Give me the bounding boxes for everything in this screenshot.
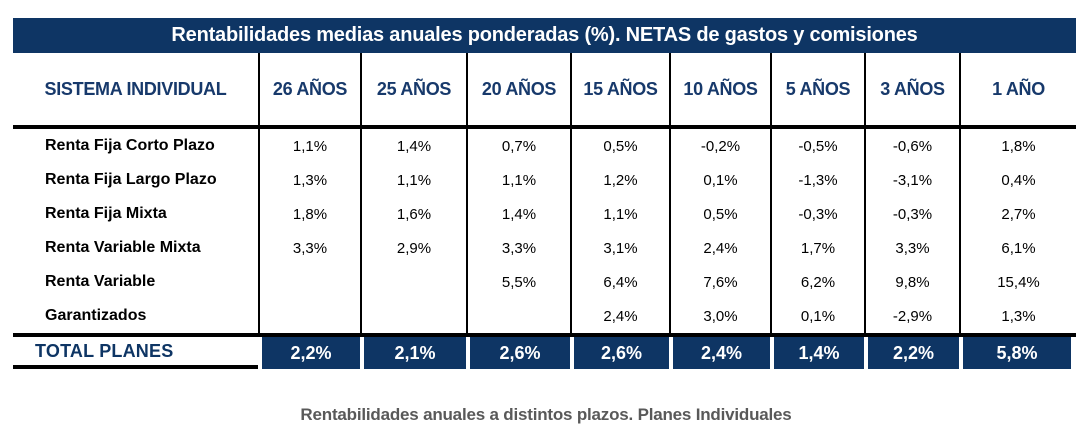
total-value: 2,1% — [360, 337, 466, 369]
cell-value: 2,7% — [959, 197, 1076, 231]
table-row: Garantizados 2,4% 3,0% 0,1% -2,9% 1,3% — [13, 299, 1076, 333]
col-header-25-anos: 25 AÑOS — [360, 53, 466, 125]
cell-value: 1,6% — [360, 197, 466, 231]
table-caption: Rentabilidades anuales a distintos plazo… — [300, 405, 792, 424]
cell-value: 2,9% — [360, 231, 466, 265]
total-value: 5,8% — [959, 337, 1076, 369]
cell-value: 3,1% — [570, 231, 669, 265]
cell-value: 3,3% — [258, 231, 360, 265]
cell-value: 3,3% — [466, 231, 570, 265]
total-separator-line — [13, 333, 1076, 337]
table-title: Rentabilidades medias anuales ponderadas… — [13, 18, 1076, 53]
table-row: Renta Fija Mixta 1,8% 1,6% 1,4% 1,1% 0,5… — [13, 197, 1076, 231]
table-row: Renta Variable 5,5% 6,4% 7,6% 6,2% 9,8% … — [13, 265, 1076, 299]
col-header-5-anos: 5 AÑOS — [770, 53, 864, 125]
table-row: Renta Fija Corto Plazo 1,1% 1,4% 0,7% 0,… — [13, 129, 1076, 163]
cell-value: 1,1% — [570, 197, 669, 231]
cell-value: 0,1% — [770, 299, 864, 333]
total-value: 2,2% — [258, 337, 360, 369]
row-label: Renta Variable Mixta — [45, 239, 201, 256]
row-label: Renta Variable — [45, 273, 156, 290]
table-row: Renta Variable Mixta 3,3% 2,9% 3,3% 3,1%… — [13, 231, 1076, 265]
row-label: Renta Fija Corto Plazo — [45, 137, 215, 154]
total-value: 1,4% — [770, 337, 864, 369]
total-value: 2,2% — [864, 337, 959, 369]
total-label: TOTAL PLANES — [13, 337, 258, 369]
cell-value — [360, 299, 466, 333]
cell-value: 1,4% — [466, 197, 570, 231]
row-label: Renta Fija Largo Plazo — [45, 171, 217, 188]
cell-value: 1,8% — [959, 129, 1076, 163]
col-header-15-anos: 15 AÑOS — [570, 53, 669, 125]
cell-value: 7,6% — [669, 265, 770, 299]
cell-value: 0,5% — [570, 129, 669, 163]
cell-value: -0,2% — [669, 129, 770, 163]
cell-value — [360, 265, 466, 299]
cell-value: 6,4% — [570, 265, 669, 299]
cell-value: 0,4% — [959, 163, 1076, 197]
cell-value — [258, 265, 360, 299]
header-separator-line — [13, 125, 1076, 129]
cell-value: 6,2% — [770, 265, 864, 299]
cell-value: 0,7% — [466, 129, 570, 163]
cell-value: 3,3% — [864, 231, 959, 265]
table-row: Renta Fija Largo Plazo 1,3% 1,1% 1,1% 1,… — [13, 163, 1076, 197]
cell-value — [258, 299, 360, 333]
cell-value: 2,4% — [669, 231, 770, 265]
table-header-row: SISTEMA INDIVIDUAL 26 AÑOS 25 AÑOS 20 AÑ… — [13, 53, 1076, 125]
cell-value: 1,1% — [466, 163, 570, 197]
row-header-label: SISTEMA INDIVIDUAL — [44, 78, 227, 99]
cell-value: 1,3% — [959, 299, 1076, 333]
cell-value: 6,1% — [959, 231, 1076, 265]
cell-value: 1,1% — [360, 163, 466, 197]
cell-value: 2,4% — [570, 299, 669, 333]
cell-value: 9,8% — [864, 265, 959, 299]
cell-value: -1,3% — [770, 163, 864, 197]
cell-value: -3,1% — [864, 163, 959, 197]
col-header-1-ano: 1 AÑO — [959, 53, 1076, 125]
total-value: 2,4% — [669, 337, 770, 369]
row-label: Renta Fija Mixta — [45, 205, 167, 222]
returns-table: Rentabilidades medias anuales ponderadas… — [13, 18, 1076, 369]
cell-value: 0,5% — [669, 197, 770, 231]
cell-value: 1,3% — [258, 163, 360, 197]
cell-value: 1,1% — [258, 129, 360, 163]
cell-value: -2,9% — [864, 299, 959, 333]
col-header-3-anos: 3 AÑOS — [864, 53, 959, 125]
cell-value: 1,4% — [360, 129, 466, 163]
row-label: Garantizados — [45, 307, 147, 324]
col-header-26-anos: 26 AÑOS — [258, 53, 360, 125]
total-value: 2,6% — [570, 337, 669, 369]
cell-value: 3,0% — [669, 299, 770, 333]
cell-value: 0,1% — [669, 163, 770, 197]
cell-value — [466, 299, 570, 333]
cell-value: -0,3% — [864, 197, 959, 231]
cell-value: -0,6% — [864, 129, 959, 163]
cell-value: 1,8% — [258, 197, 360, 231]
cell-value: 1,7% — [770, 231, 864, 265]
cell-value: -0,5% — [770, 129, 864, 163]
cell-value: 15,4% — [959, 265, 1076, 299]
total-row: TOTAL PLANES 2,2% 2,1% 2,6% 2,6% 2,4% 1,… — [13, 337, 1076, 369]
total-value: 2,6% — [466, 337, 570, 369]
col-header-20-anos: 20 AÑOS — [466, 53, 570, 125]
col-header-10-anos: 10 AÑOS — [669, 53, 770, 125]
cell-value: 1,2% — [570, 163, 669, 197]
cell-value: -0,3% — [770, 197, 864, 231]
cell-value: 5,5% — [466, 265, 570, 299]
